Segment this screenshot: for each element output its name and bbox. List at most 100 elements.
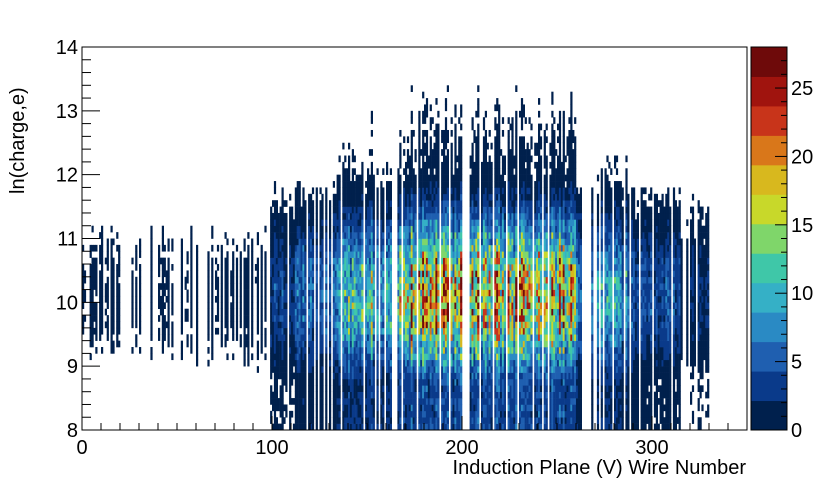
heatmap-cell — [511, 244, 514, 252]
heatmap-cell — [481, 212, 484, 220]
heatmap-cell — [281, 347, 284, 354]
heatmap-cell — [410, 398, 413, 405]
heatmap-cell — [336, 347, 339, 354]
heatmap-cell — [372, 232, 375, 239]
heatmap-cell — [511, 289, 514, 297]
heatmap-cell — [406, 155, 410, 163]
heatmap-cell — [498, 238, 501, 246]
heatmap-cell — [437, 110, 440, 118]
heatmap-cell — [294, 410, 297, 418]
heatmap-cell — [437, 302, 440, 310]
heatmap-cell — [500, 372, 503, 380]
heatmap-cell — [332, 251, 335, 258]
heatmap-cell — [349, 251, 353, 258]
heatmap-cell — [460, 315, 463, 322]
heatmap-cell — [118, 340, 121, 348]
heatmap-cell — [481, 174, 484, 182]
heatmap-cell — [406, 385, 410, 392]
heatmap-cell — [329, 315, 332, 322]
heatmap-cell — [99, 244, 102, 252]
heatmap-cell — [283, 238, 286, 246]
heatmap-cell — [359, 187, 362, 195]
heatmap-cell — [503, 302, 506, 310]
heatmap-cell — [431, 149, 434, 156]
heatmap-cell — [473, 372, 476, 380]
heatmap-cell — [325, 289, 328, 297]
heatmap-cell — [494, 264, 497, 271]
heatmap-cell — [410, 168, 413, 175]
heatmap-cell — [150, 315, 153, 322]
heatmap-cell — [471, 404, 474, 412]
heatmap-cell — [418, 359, 421, 367]
heatmap-cell — [441, 219, 444, 227]
heatmap-cell — [348, 181, 351, 188]
heatmap-cell — [334, 200, 337, 207]
heatmap-cell — [443, 289, 446, 297]
heatmap-cell — [348, 398, 351, 405]
heatmap-cell — [296, 257, 299, 265]
heatmap-cell — [477, 378, 480, 386]
heatmap-cell — [498, 283, 501, 290]
heatmap-cell — [446, 257, 449, 265]
heatmap-cell — [346, 398, 349, 405]
heatmap-cell — [515, 308, 518, 316]
heatmap-cell — [243, 244, 246, 252]
heatmap-cell — [511, 283, 514, 290]
heatmap-cell — [410, 149, 413, 156]
heatmap-cell — [397, 251, 400, 258]
heatmap-cell — [264, 295, 267, 303]
heatmap-cell — [135, 257, 138, 265]
heatmap-cell — [285, 334, 288, 341]
heatmap-cell — [382, 334, 385, 341]
heatmap-cell — [171, 327, 174, 335]
heatmap-cell — [456, 398, 459, 405]
heatmap-cell — [251, 238, 254, 246]
heatmap-cell — [368, 212, 372, 220]
heatmap-cell — [387, 385, 391, 392]
heatmap-cell — [277, 289, 280, 297]
heatmap-cell — [349, 283, 353, 290]
heatmap-cell — [454, 206, 457, 214]
heatmap-cell — [471, 200, 474, 207]
heatmap-cell — [110, 270, 113, 278]
heatmap-cell — [477, 302, 480, 310]
heatmap-cell — [437, 404, 440, 412]
heatmap-cell — [435, 206, 438, 214]
heatmap-cell — [427, 257, 430, 265]
heatmap-cell — [429, 168, 432, 175]
heatmap-cell — [93, 257, 96, 265]
heatmap-cell — [368, 410, 372, 418]
heatmap-cell — [357, 385, 360, 392]
heatmap-cell — [367, 181, 370, 188]
heatmap-cell — [481, 417, 484, 424]
heatmap-cell — [302, 321, 305, 329]
heatmap-cell — [473, 225, 476, 233]
heatmap-cell — [454, 187, 457, 195]
heatmap-cell — [405, 181, 408, 188]
heatmap-cell — [387, 398, 391, 405]
heatmap-cell — [304, 251, 307, 258]
heatmap-cell — [408, 251, 411, 258]
heatmap-cell — [422, 283, 425, 290]
heatmap-cell — [429, 340, 432, 348]
heatmap-cell — [270, 366, 273, 373]
heatmap-cell — [496, 347, 499, 354]
heatmap-cell — [361, 257, 364, 265]
heatmap-cell — [235, 327, 239, 335]
heatmap-cell — [418, 353, 421, 361]
heatmap-cell — [380, 398, 383, 405]
heatmap-cell — [294, 334, 297, 341]
heatmap-cell — [414, 283, 417, 290]
heatmap-cell — [469, 321, 472, 329]
heatmap-cell — [406, 398, 410, 405]
heatmap-cell — [389, 353, 392, 361]
heatmap-cell — [410, 142, 413, 150]
heatmap-cell — [296, 238, 299, 246]
heatmap-cell — [283, 276, 286, 284]
heatmap-cell — [334, 264, 337, 271]
heatmap-cell — [458, 187, 461, 195]
heatmap-cell — [226, 270, 229, 278]
heatmap-cell — [365, 257, 368, 265]
heatmap-cell — [300, 212, 303, 220]
heatmap-cell — [279, 391, 282, 399]
